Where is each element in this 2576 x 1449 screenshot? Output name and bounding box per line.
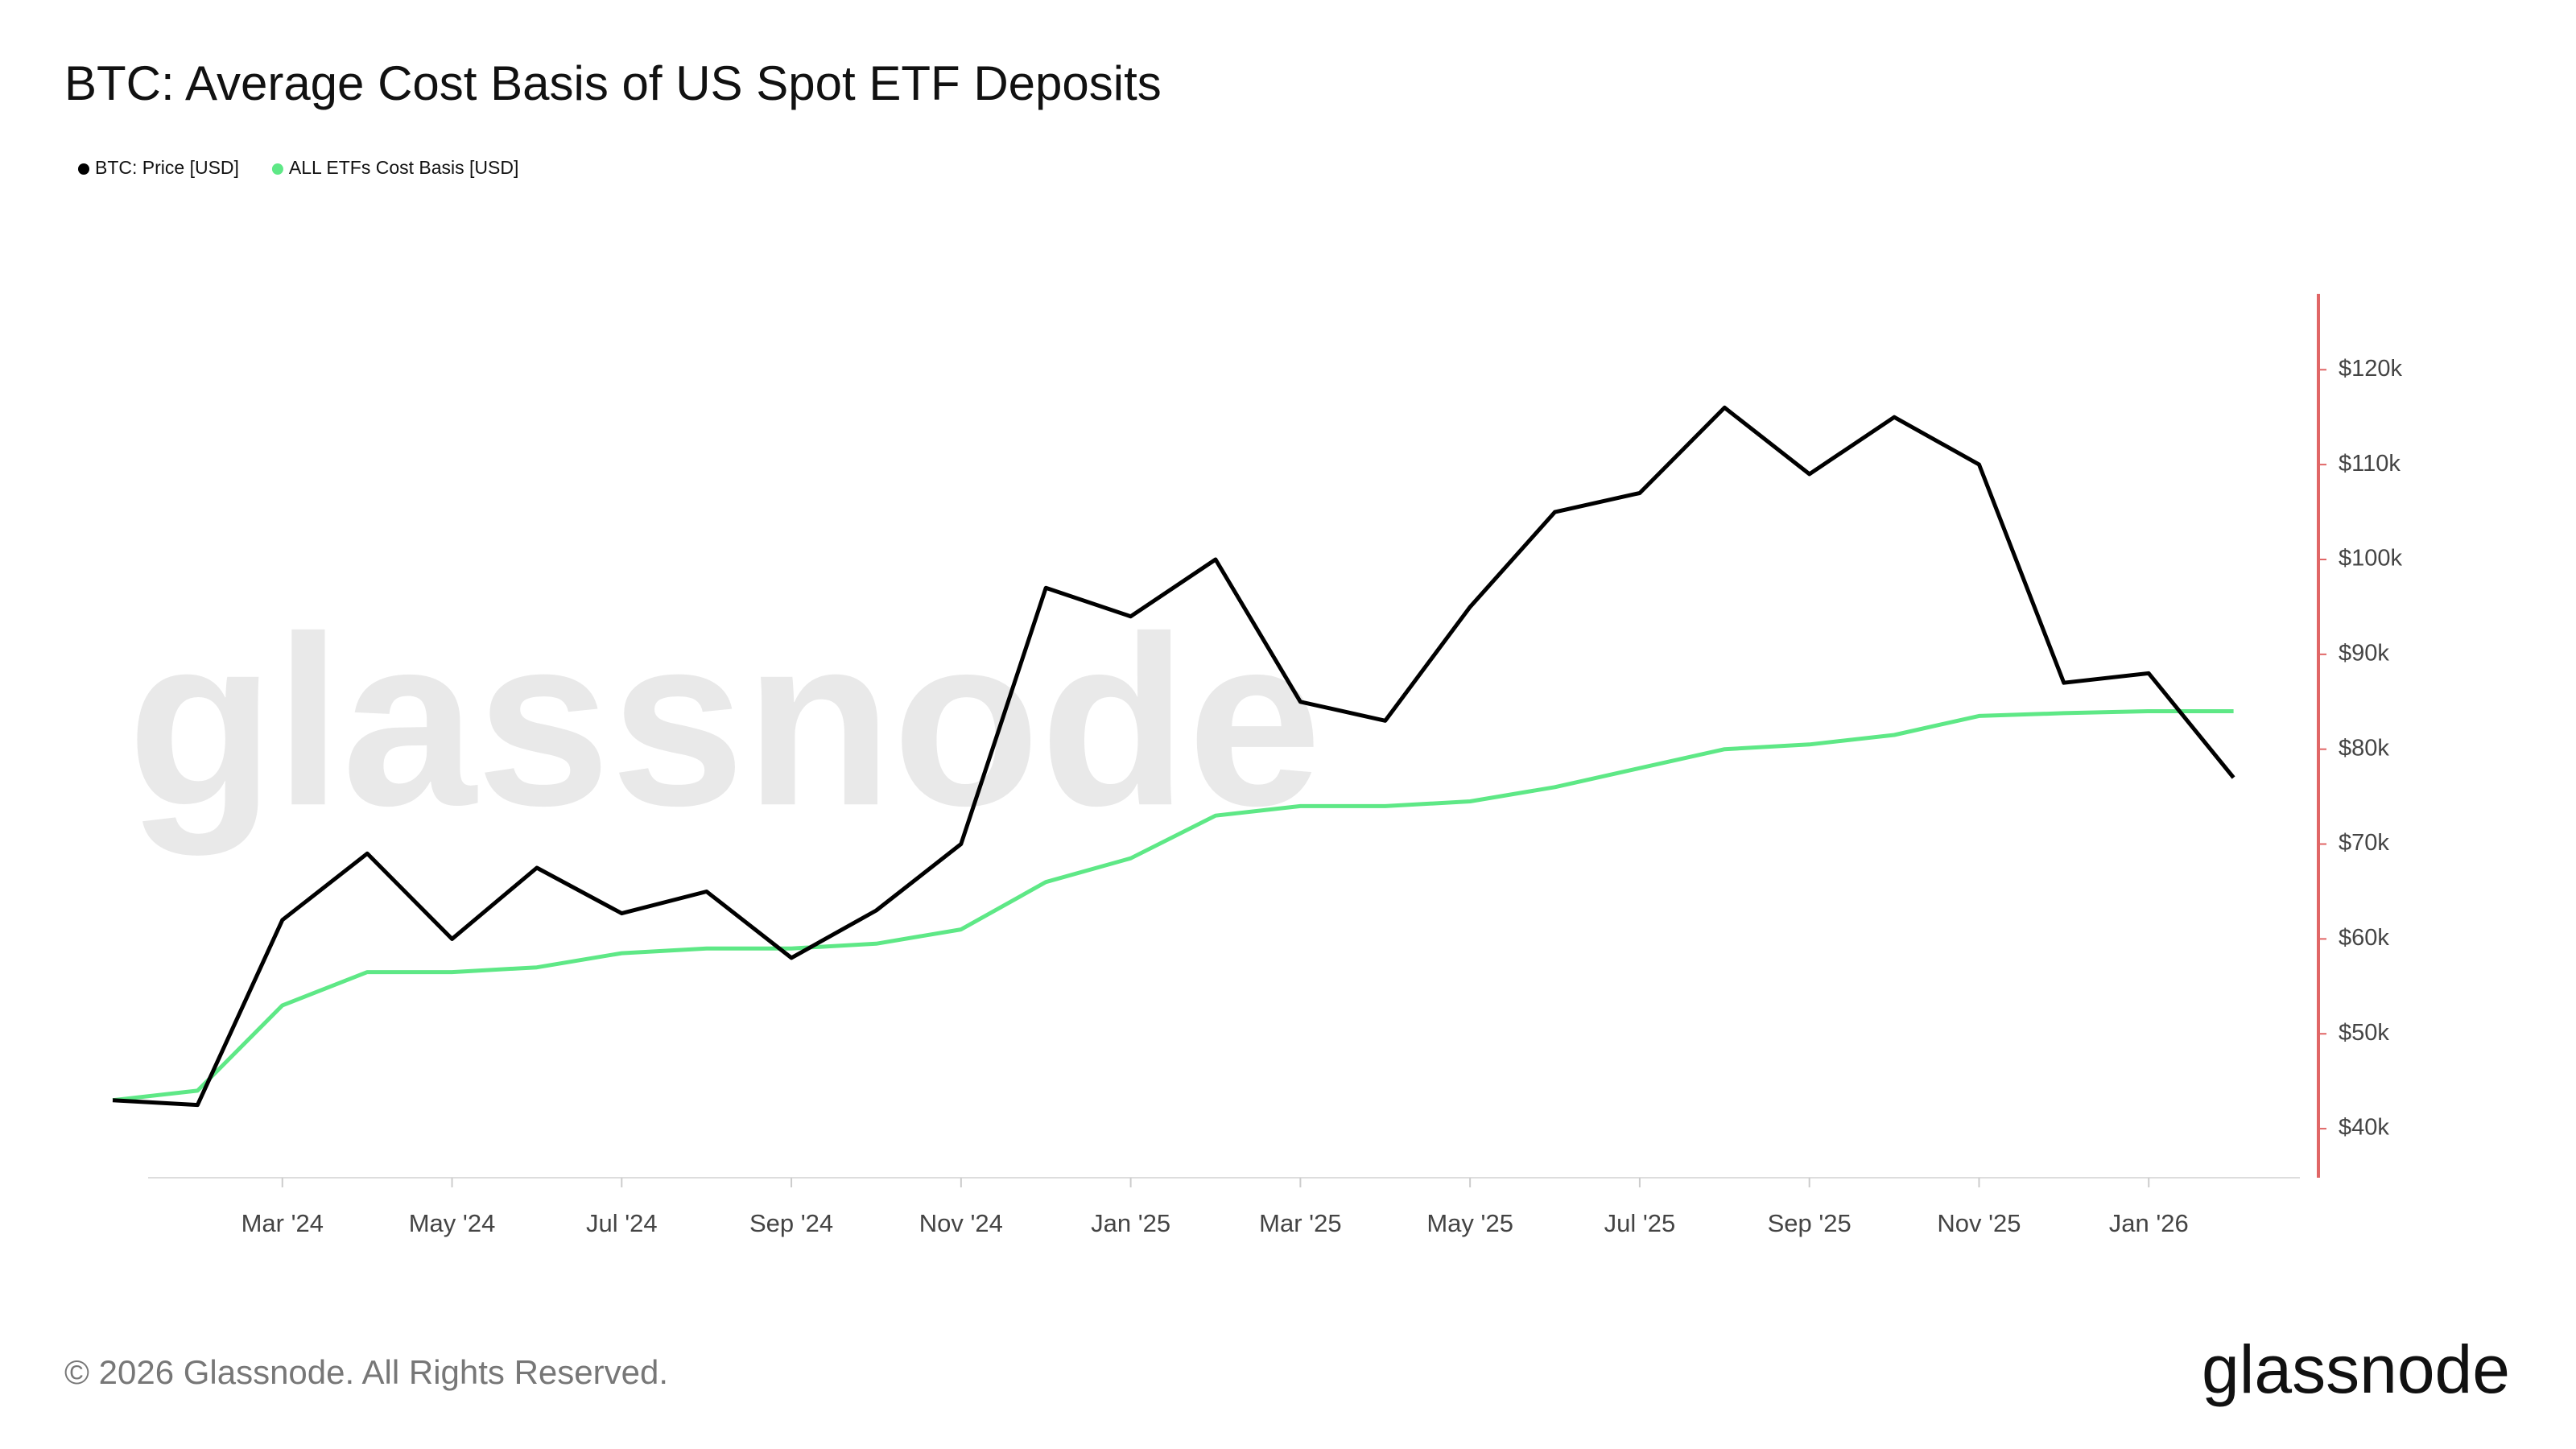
x-tick-label: Nov '25: [1937, 1209, 2021, 1237]
series-line: [112, 709, 2234, 1103]
x-tick-label: May '25: [1426, 1209, 1513, 1237]
legend-marker: [78, 163, 89, 175]
x-tick-label: Jan '26: [2109, 1209, 2189, 1237]
y-tick-label: $50k: [2339, 1020, 2389, 1046]
x-tick-label: Mar '25: [1259, 1209, 1341, 1237]
y-tick-label: $70k: [2339, 830, 2389, 856]
legend-label: BTC: Price [USD]: [95, 157, 239, 178]
x-tick-label: Sep '25: [1768, 1209, 1852, 1237]
x-tick-label: May '24: [409, 1209, 496, 1237]
y-tick-label: $40k: [2339, 1115, 2389, 1141]
x-tick-label: Jan '25: [1091, 1209, 1170, 1237]
y-tick-label: $90k: [2339, 640, 2389, 666]
x-tick-label: Jul '25: [1604, 1209, 1676, 1237]
x-tick-label: Nov '24: [919, 1209, 1003, 1237]
series-line: [112, 405, 2235, 1108]
x-tick-label: Jul '24: [586, 1209, 658, 1237]
watermark: glassnode: [127, 585, 1322, 857]
y-tick-label: $120k: [2339, 356, 2403, 382]
legend-marker: [271, 163, 283, 175]
legend-label: ALL ETFs Cost Basis [USD]: [289, 157, 518, 178]
x-tick-label: Sep '24: [749, 1209, 833, 1237]
y-tick-label: $110k: [2339, 451, 2401, 477]
y-tick-label: $100k: [2339, 546, 2403, 572]
x-tick-label: Mar '24: [242, 1209, 324, 1237]
footer-copyright: © 2026 Glassnode. All Rights Reserved.: [64, 1353, 668, 1391]
y-tick-label: $60k: [2339, 925, 2389, 951]
y-tick-label: $80k: [2339, 735, 2389, 761]
brand-logo: glassnode: [2202, 1331, 2510, 1407]
chart-title: BTC: Average Cost Basis of US Spot ETF D…: [64, 56, 1162, 110]
